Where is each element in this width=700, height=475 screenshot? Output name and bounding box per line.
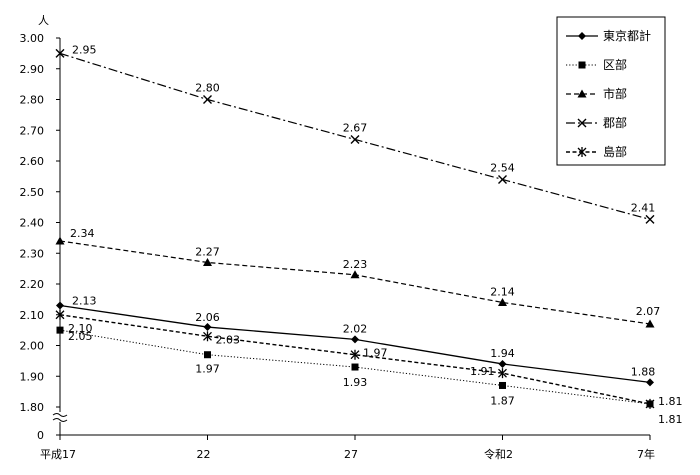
data-point-marker — [498, 174, 507, 184]
data-label: 2.54 — [490, 161, 515, 174]
data-label: 2.41 — [631, 201, 656, 214]
y-tick-label: 2.70 — [20, 124, 45, 137]
data-label: 2.13 — [72, 295, 97, 308]
legend-label: 市部 — [603, 86, 627, 101]
y-axis-unit-label: 人 — [38, 14, 49, 27]
data-point-marker — [56, 326, 64, 334]
data-label: 2.23 — [343, 258, 368, 271]
data-point-marker — [350, 270, 360, 279]
data-point-marker — [351, 363, 359, 371]
data-point-marker — [350, 349, 360, 360]
legend-marker-2 — [577, 89, 587, 98]
y-tick-label: 1.90 — [20, 370, 45, 383]
data-point-marker — [498, 297, 507, 306]
x-tick-label: 平成17 — [40, 448, 76, 461]
data-label: 2.02 — [343, 322, 368, 335]
data-label: 1.97 — [195, 363, 220, 376]
legend-marker-1 — [578, 61, 586, 69]
legend-marker-0 — [578, 32, 586, 40]
legend-label: 島部 — [603, 144, 627, 159]
series-line-0 — [59, 304, 651, 384]
data-label: 2.67 — [343, 121, 368, 134]
axis-break-mark — [52, 413, 68, 422]
data-point-marker — [350, 134, 360, 144]
data-label: 2.07 — [636, 305, 661, 318]
data-point-marker — [645, 319, 655, 328]
data-label: 1.93 — [343, 376, 368, 389]
data-point-marker — [203, 331, 212, 342]
data-point-marker — [646, 378, 654, 387]
y-tick-label: 2.80 — [20, 94, 45, 107]
data-point-marker — [645, 398, 655, 409]
data-label: 1.88 — [631, 365, 656, 378]
data-point-marker — [498, 359, 507, 368]
data-point-marker — [56, 301, 64, 310]
y-tick-label: 2.90 — [20, 63, 45, 76]
legend-label: 郡部 — [603, 115, 627, 130]
y-tick-label: 2.10 — [20, 309, 45, 322]
y-tick-label: 0 — [37, 429, 44, 442]
data-label: 1.91 — [470, 365, 495, 378]
x-tick-label: 22 — [197, 448, 211, 461]
y-tick-label: 2.20 — [20, 278, 45, 291]
data-label: 1.94 — [490, 347, 515, 360]
data-label: 2.10 — [68, 322, 93, 335]
y-tick-label: 2.30 — [20, 247, 45, 260]
data-point-marker — [499, 381, 506, 389]
data-point-marker — [203, 95, 212, 104]
x-tick-label: 令和2 — [484, 447, 513, 461]
legend-marker-4 — [577, 147, 587, 157]
data-label: 1.97 — [363, 347, 388, 360]
data-point-marker — [203, 323, 212, 332]
y-tick-label: 2.60 — [20, 155, 45, 168]
data-point-marker — [498, 368, 507, 379]
legend-marker-3 — [577, 118, 587, 128]
legend-box — [556, 16, 666, 166]
data-label: 2.06 — [195, 311, 220, 324]
data-label: 2.03 — [216, 333, 241, 346]
data-point-marker — [55, 48, 65, 58]
data-label: 2.05 — [68, 330, 93, 343]
x-tick-label: 27 — [344, 448, 358, 461]
y-tick-label: 2.40 — [20, 217, 45, 230]
data-point-marker — [203, 257, 212, 266]
y-tick-label: 2.50 — [20, 186, 45, 199]
series-line-2 — [59, 240, 651, 325]
data-label: 1.87 — [490, 394, 515, 407]
data-label: 2.27 — [195, 245, 220, 258]
data-label: 1.81 — [658, 395, 683, 408]
y-tick-label: 1.80 — [20, 401, 45, 414]
data-label: 2.80 — [195, 82, 220, 95]
data-point-marker — [55, 309, 65, 320]
legend-label: 区部 — [603, 57, 627, 72]
data-label: 1.81 — [658, 413, 683, 426]
legend-label: 東京都計 — [603, 28, 651, 43]
data-point-marker — [55, 236, 65, 245]
series-line-1 — [59, 329, 651, 405]
data-point-marker — [204, 351, 211, 359]
data-label: 2.95 — [72, 43, 97, 56]
x-tick-label: 7年 — [637, 447, 655, 461]
data-label: 2.34 — [70, 227, 95, 240]
data-label: 2.14 — [490, 285, 515, 298]
y-tick-label: 2.00 — [20, 340, 45, 353]
data-point-marker — [351, 335, 359, 344]
series-line-4 — [59, 314, 651, 405]
data-point-marker — [645, 214, 655, 224]
y-tick-label: 3.00 — [20, 32, 45, 45]
